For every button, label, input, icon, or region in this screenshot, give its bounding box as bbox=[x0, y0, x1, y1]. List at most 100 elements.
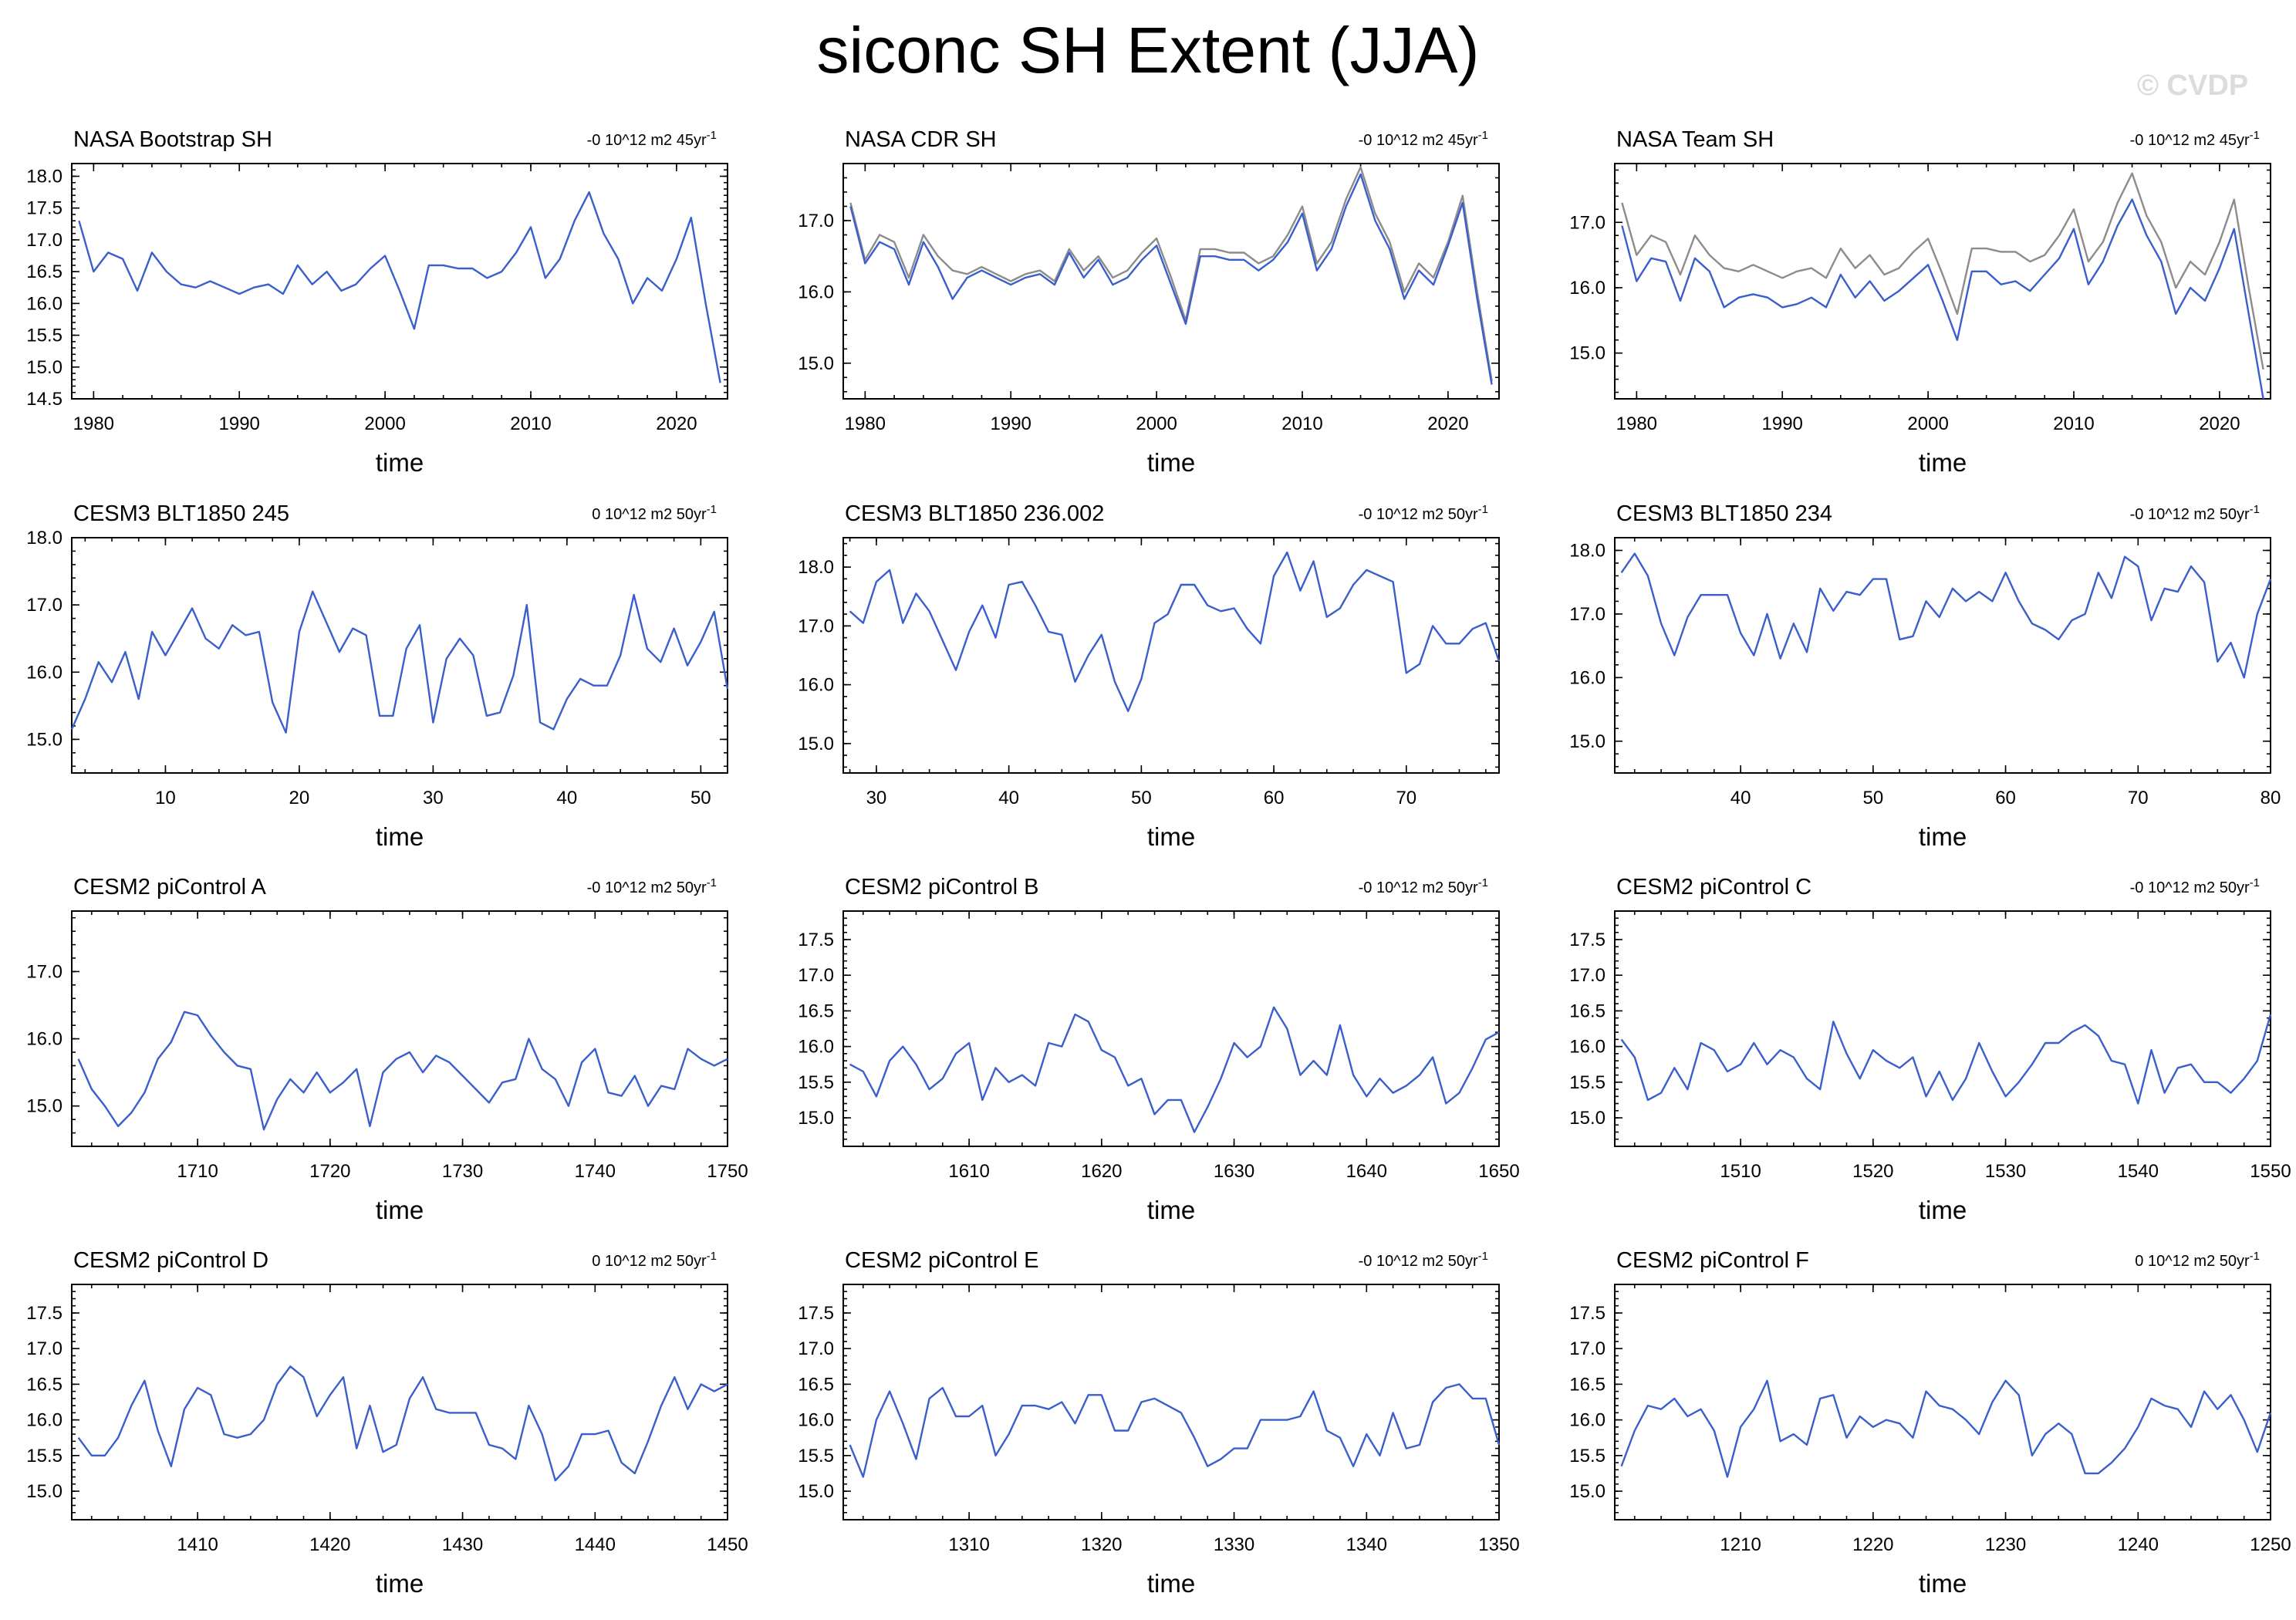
panel-title: CESM3 BLT1850 234 bbox=[1616, 501, 1832, 526]
plot-frame bbox=[71, 1284, 728, 1520]
y-tick-label: 18.0 bbox=[798, 557, 834, 578]
plot-frame bbox=[842, 163, 1500, 400]
x-tick-label: 1980 bbox=[1616, 413, 1657, 434]
x-axis-title: time bbox=[1147, 1569, 1195, 1598]
y-tick-label: 16.0 bbox=[798, 1410, 834, 1431]
series-line-primary bbox=[849, 1006, 1500, 1133]
x-axis-title: time bbox=[1919, 448, 1967, 477]
chart-panel-12: CESM2 piControl F 0 10^12 m2 50yr-1 15.0 15… bbox=[1569, 1248, 2291, 1598]
plot-frame bbox=[842, 537, 1500, 774]
series-line-primary bbox=[849, 1383, 1501, 1478]
x-tick-label: 1980 bbox=[73, 413, 114, 434]
series-line-primary bbox=[1620, 552, 2272, 679]
trend-text: -0 10^12 m2 45yr bbox=[2130, 132, 2250, 149]
plot-frame bbox=[71, 163, 728, 400]
x-tick-label: 1340 bbox=[1346, 1534, 1387, 1555]
y-tick-label: 15.5 bbox=[798, 1446, 834, 1466]
copyright-watermark: © CVDP bbox=[2137, 69, 2249, 102]
y-tick-label: 16.0 bbox=[26, 662, 62, 683]
trend-exponent: -1 bbox=[1478, 129, 1488, 142]
y-tick-label: 17.5 bbox=[798, 930, 834, 950]
x-tick-label: 1990 bbox=[991, 413, 1032, 434]
x-axis-title: time bbox=[1919, 1196, 1967, 1224]
x-tick-label: 10 bbox=[155, 788, 176, 808]
y-tick-label: 16.5 bbox=[26, 262, 62, 282]
y-tick-label: 17.0 bbox=[26, 1338, 62, 1359]
panel-title: CESM2 piControl D bbox=[73, 1248, 268, 1273]
x-axis-title: time bbox=[376, 1569, 424, 1598]
trend-exponent: -1 bbox=[707, 503, 717, 516]
panel-title: NASA CDR SH bbox=[845, 127, 997, 152]
plot-frame bbox=[842, 910, 1500, 1147]
chart-panel-8: CESM2 piControl B -0 10^12 m2 50yr-1 15.0 1… bbox=[798, 875, 1519, 1224]
x-tick-label: 2000 bbox=[1136, 413, 1177, 434]
chart-panel-7: CESM2 piControl A -0 10^12 m2 50yr-1 15.0 1… bbox=[26, 875, 748, 1224]
y-tick-label: 16.0 bbox=[26, 1410, 62, 1431]
y-tick-label: 16.0 bbox=[1569, 278, 1606, 299]
x-tick-label: 1750 bbox=[707, 1161, 748, 1182]
trend-exponent: -1 bbox=[707, 129, 717, 142]
x-axis-title: time bbox=[376, 822, 424, 851]
panel-trend-label: -0 10^12 m2 50yr-1 bbox=[1359, 1250, 1488, 1270]
y-tick-label: 15.0 bbox=[1569, 731, 1606, 752]
y-tick-label: 16.0 bbox=[1569, 1037, 1606, 1058]
series-line-secondary bbox=[1621, 172, 2264, 370]
x-tick-label: 2020 bbox=[2199, 413, 2240, 434]
x-tick-label: 1520 bbox=[1852, 1161, 1893, 1182]
x-tick-label: 1980 bbox=[845, 413, 886, 434]
x-tick-label: 1320 bbox=[1081, 1534, 1122, 1555]
y-tick-label: 16.5 bbox=[1569, 1374, 1606, 1395]
x-tick-label: 1350 bbox=[1478, 1534, 1519, 1555]
y-tick-label: 16.5 bbox=[798, 1374, 834, 1395]
y-tick-label: 17.5 bbox=[26, 1303, 62, 1324]
x-tick-label: 1640 bbox=[1346, 1161, 1387, 1182]
trend-text: -0 10^12 m2 50yr bbox=[1359, 879, 1478, 896]
x-tick-label: 1720 bbox=[309, 1161, 350, 1182]
panel-title: NASA Team SH bbox=[1616, 127, 1774, 152]
y-tick-label: 18.0 bbox=[26, 528, 62, 548]
chart-panel-1: NASA Bootstrap SH -0 10^12 m2 45yr-1 14.5 1… bbox=[26, 127, 728, 477]
y-tick-label: 16.0 bbox=[26, 293, 62, 314]
x-tick-label: 2010 bbox=[2053, 413, 2094, 434]
x-tick-label: 1540 bbox=[2118, 1161, 2159, 1182]
x-tick-label: 1210 bbox=[1720, 1534, 1761, 1555]
x-tick-label: 1510 bbox=[1720, 1161, 1761, 1182]
x-tick-label: 70 bbox=[1396, 788, 1416, 808]
y-tick-label: 15.0 bbox=[798, 734, 834, 754]
y-tick-label: 15.5 bbox=[26, 1446, 62, 1466]
plot-frame bbox=[71, 537, 728, 774]
trend-text: -0 10^12 m2 50yr bbox=[1359, 1253, 1478, 1270]
x-tick-label: 1620 bbox=[1081, 1161, 1122, 1182]
x-tick-label: 60 bbox=[1264, 788, 1285, 808]
chart-panel-5: CESM3 BLT1850 236.002 -0 10^12 m2 50yr-1 1… bbox=[798, 501, 1501, 851]
trend-exponent: -1 bbox=[2250, 503, 2260, 516]
x-tick-label: 1450 bbox=[707, 1534, 748, 1555]
y-tick-label: 15.0 bbox=[798, 1108, 834, 1129]
x-tick-label: 1220 bbox=[1852, 1534, 1893, 1555]
series-line-primary bbox=[1620, 1379, 2272, 1478]
x-axis-title: time bbox=[1147, 822, 1195, 851]
y-tick-label: 17.5 bbox=[1569, 1303, 1606, 1324]
x-tick-label: 50 bbox=[690, 788, 711, 808]
chart-panel-2: NASA CDR SH -0 10^12 m2 45yr-1 15.0 16.0 17.… bbox=[798, 127, 1500, 477]
panel-title: CESM2 piControl A bbox=[73, 875, 266, 899]
x-tick-label: 40 bbox=[1730, 788, 1751, 808]
x-tick-label: 40 bbox=[556, 788, 577, 808]
series-line-secondary bbox=[849, 166, 1493, 382]
x-axis-title: time bbox=[1147, 1196, 1195, 1224]
x-tick-label: 60 bbox=[1995, 788, 2016, 808]
y-tick-label: 15.0 bbox=[798, 1481, 834, 1502]
y-tick-label: 15.0 bbox=[1569, 343, 1606, 364]
x-tick-label: 2020 bbox=[656, 413, 697, 434]
y-tick-label: 14.5 bbox=[26, 389, 62, 410]
x-tick-label: 1410 bbox=[177, 1534, 218, 1555]
x-tick-label: 1550 bbox=[2250, 1161, 2291, 1182]
series-line-primary bbox=[78, 191, 721, 383]
x-tick-label: 30 bbox=[423, 788, 444, 808]
y-tick-label: 17.5 bbox=[798, 1303, 834, 1324]
x-tick-label: 30 bbox=[866, 788, 887, 808]
y-tick-label: 17.0 bbox=[1569, 1338, 1606, 1359]
trend-exponent: -1 bbox=[707, 1250, 717, 1263]
panel-trend-label: -0 10^12 m2 50yr-1 bbox=[587, 876, 717, 896]
x-tick-label: 2000 bbox=[364, 413, 405, 434]
